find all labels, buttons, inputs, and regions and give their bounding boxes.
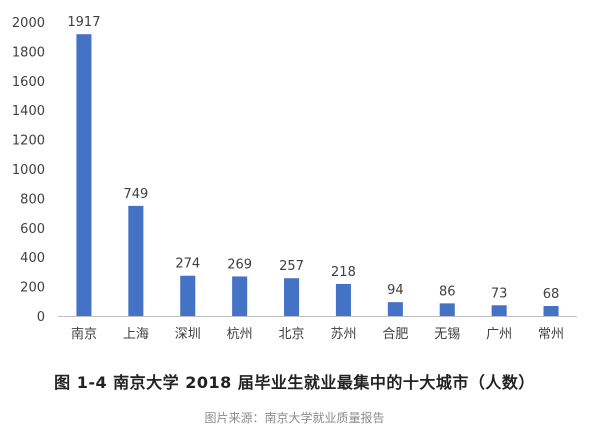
bar [284, 278, 300, 316]
data-label: 68 [543, 287, 560, 302]
data-label: 1917 [67, 15, 100, 30]
bar [76, 34, 92, 317]
x-tick-label: 杭州 [227, 327, 253, 342]
y-tick-label: 800 [20, 192, 45, 207]
x-tick-label: 上海 [123, 327, 149, 342]
y-tick-label: 0 [37, 310, 45, 325]
x-tick-label: 无锡 [434, 327, 460, 342]
bar [387, 302, 403, 316]
x-tick-label: 广州 [486, 327, 512, 342]
data-label: 73 [491, 286, 508, 301]
x-tick-label: 北京 [279, 327, 305, 342]
data-label: 274 [175, 257, 200, 272]
x-tick-label: 南京 [71, 326, 97, 342]
data-label: 749 [123, 187, 148, 202]
data-label: 269 [227, 257, 252, 272]
data-label: 257 [279, 259, 304, 274]
y-tick-label: 600 [20, 222, 45, 237]
y-tick-label: 400 [20, 251, 45, 266]
y-tick-label: 1600 [12, 75, 45, 90]
y-tick-label: 1000 [12, 163, 45, 178]
bar [180, 275, 196, 316]
bar [543, 306, 559, 316]
bar [335, 283, 351, 316]
data-label: 94 [387, 283, 404, 298]
bar-chart: 0 200 400 600 800 1000 1200 1400 1600 1800 2000 19… [12, 15, 577, 342]
bars: 1917 749 274 269 257 218 94 86 73 68 [67, 15, 560, 317]
x-tick-label: 常州 [538, 327, 564, 342]
y-tick-label: 200 [20, 281, 45, 296]
x-tick-label: 合肥 [382, 327, 408, 342]
y-tick-label: 1800 [12, 45, 45, 60]
source-note: 图片来源：南京大学就业质量报告 [204, 411, 385, 425]
y-tick-label: 1200 [12, 134, 45, 149]
figure-caption: 图 1-4 南京大学 2018 届毕业生就业最集中的十大城市（人数） [54, 373, 535, 392]
bar [232, 276, 248, 316]
y-tick-label: 1400 [12, 104, 45, 119]
data-label: 218 [331, 265, 356, 280]
bar [439, 303, 455, 316]
x-tick-label: 苏州 [330, 326, 356, 342]
bar [128, 205, 144, 316]
y-axis: 0 200 400 600 800 1000 1200 1400 1600 1800 2000 [12, 16, 45, 325]
x-tick-label: 深圳 [175, 327, 201, 342]
data-label: 86 [439, 284, 456, 299]
x-axis: 南京 上海 深圳 杭州 北京 苏州 合肥 无锡 广州 常州 [58, 316, 577, 342]
y-tick-label: 2000 [12, 16, 45, 31]
bar [491, 305, 507, 316]
